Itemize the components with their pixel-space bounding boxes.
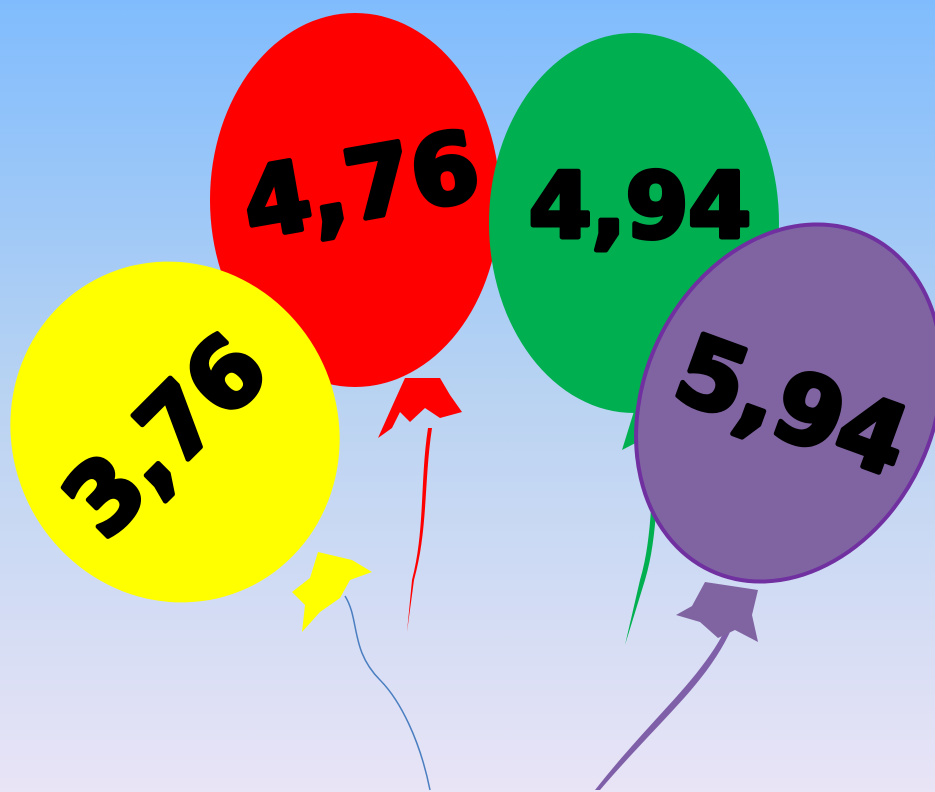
balloons-scene: 3,76 4,76 4,94 5,94 [0,0,935,792]
balloon-label: 4,94 [529,154,751,259]
page: 3,76 4,76 4,94 5,94 (() => { const data … [0,0,935,792]
